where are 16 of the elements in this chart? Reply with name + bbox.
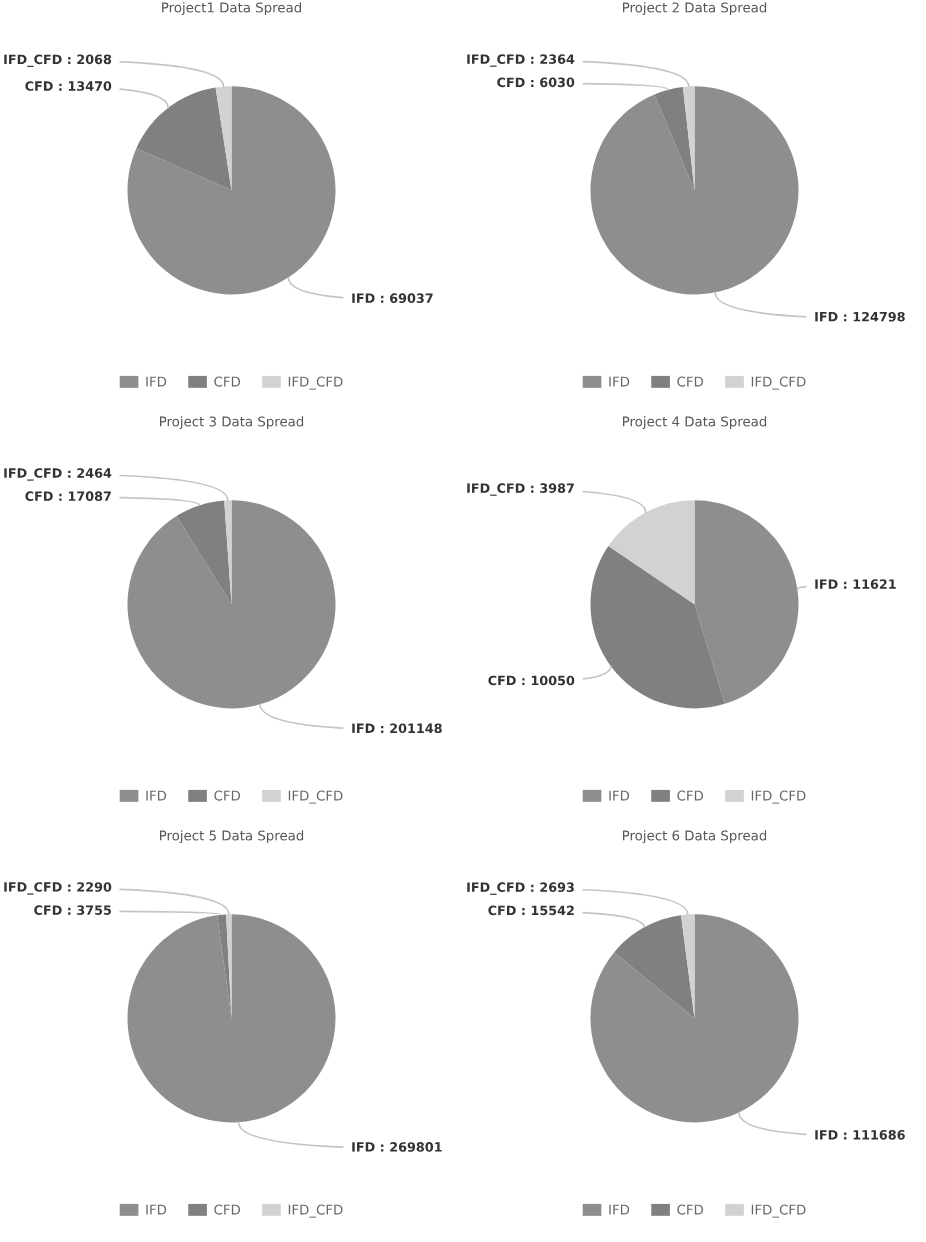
pie-slice — [590, 86, 799, 295]
pie-slice — [136, 87, 232, 191]
pie-slice — [694, 500, 799, 704]
pie-slice — [590, 914, 799, 1123]
pie-slice — [654, 86, 695, 191]
pie-slice — [224, 500, 232, 605]
pie-slice — [614, 915, 695, 1019]
pie-slice — [680, 914, 695, 1019]
pie-slice — [682, 86, 695, 191]
pie-slice — [226, 914, 232, 1019]
pie-slice — [608, 500, 695, 605]
pie-slice — [127, 86, 336, 295]
pie-slice — [590, 546, 725, 709]
pie-slice — [176, 500, 232, 605]
pie-slice — [127, 500, 336, 709]
pie-slice — [127, 914, 336, 1123]
